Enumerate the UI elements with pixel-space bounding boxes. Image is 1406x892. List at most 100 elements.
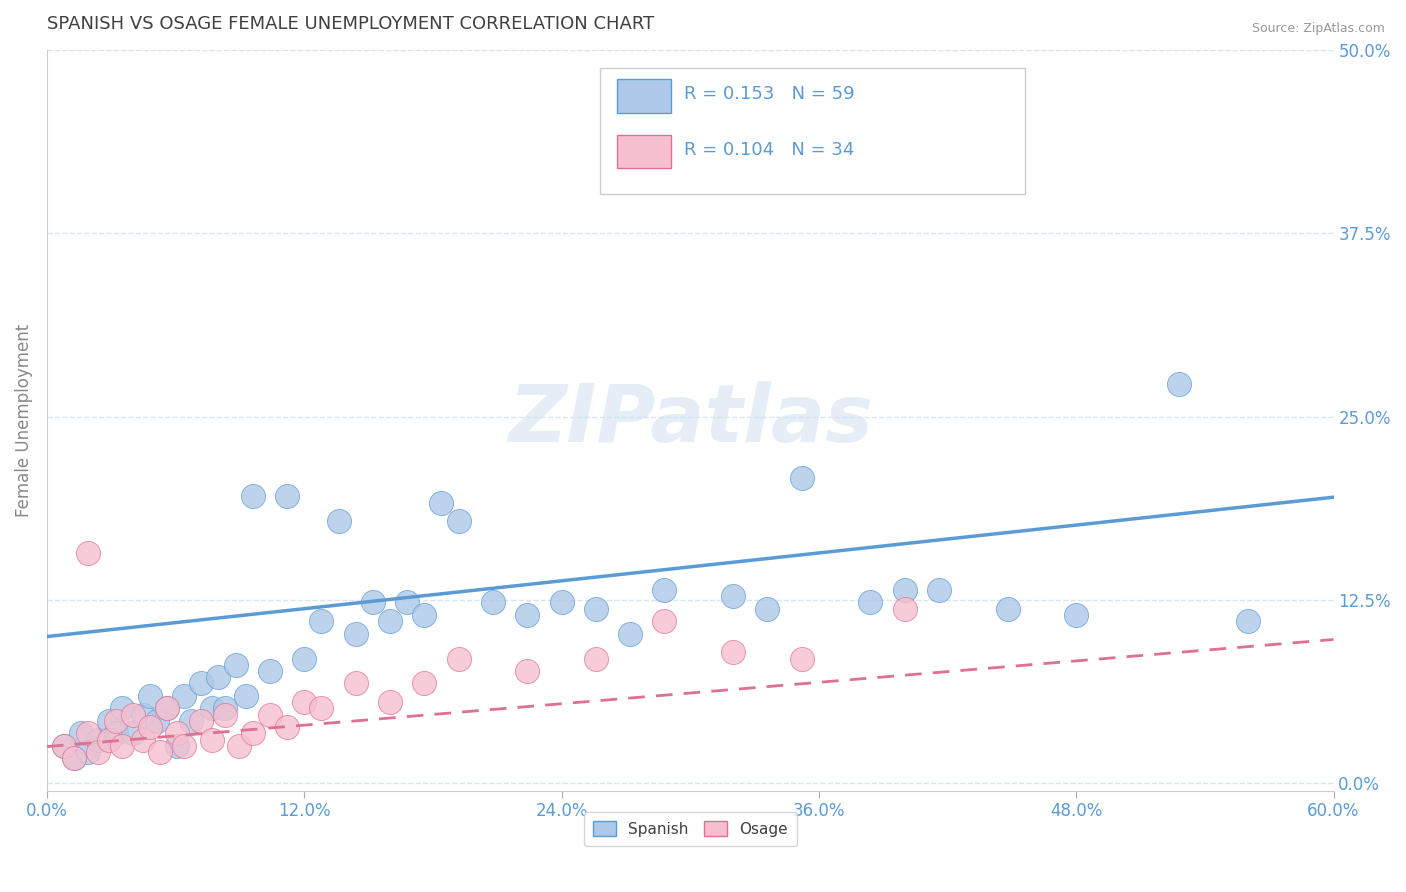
Point: [572, 549, 595, 563]
Point: [250, 585, 273, 599]
Point: [378, 571, 401, 585]
Point: [229, 600, 252, 615]
Point: [508, 630, 530, 644]
FancyBboxPatch shape: [617, 79, 671, 112]
Point: [148, 688, 170, 702]
Point: [46, 732, 69, 747]
Point: [160, 673, 183, 688]
Point: [1173, 681, 1195, 695]
Point: [79, 703, 101, 717]
Point: [464, 622, 486, 636]
Point: [139, 725, 162, 739]
Point: [83, 732, 105, 747]
Y-axis label: Female Unemployment: Female Unemployment: [15, 324, 32, 516]
Point: [121, 732, 143, 747]
Point: [207, 688, 229, 702]
Point: [464, 556, 486, 570]
Point: [132, 659, 155, 673]
Point: [62, 739, 84, 754]
Point: [53, 747, 76, 761]
Point: [401, 600, 423, 615]
Point: [174, 644, 197, 658]
Point: [186, 710, 208, 724]
Point: [1108, 696, 1130, 710]
Point: [336, 644, 359, 658]
Point: [357, 564, 380, 578]
Point: [250, 681, 273, 695]
Point: [132, 703, 155, 717]
Point: [75, 703, 97, 717]
Point: [486, 571, 509, 585]
Point: [283, 446, 305, 460]
Point: [125, 703, 148, 717]
Point: [260, 564, 283, 578]
Point: [292, 630, 315, 644]
Text: R = 0.153   N = 59: R = 0.153 N = 59: [683, 86, 855, 103]
Point: [786, 585, 808, 599]
Point: [62, 717, 84, 731]
Point: [744, 307, 766, 321]
Point: [67, 739, 90, 754]
Point: [153, 637, 176, 651]
Point: [1268, 483, 1291, 497]
Point: [83, 688, 105, 702]
Point: [229, 659, 252, 673]
Point: [96, 725, 118, 739]
Point: [117, 717, 139, 731]
Point: [117, 732, 139, 747]
Point: [422, 585, 444, 599]
Point: [1064, 703, 1087, 717]
Point: [100, 673, 122, 688]
Point: [96, 696, 118, 710]
Point: [165, 717, 187, 731]
Point: [1001, 688, 1024, 702]
Point: [550, 564, 572, 578]
Point: [111, 688, 134, 702]
Point: [422, 549, 444, 563]
Point: [89, 717, 111, 731]
Point: [572, 571, 595, 585]
Point: [79, 717, 101, 731]
Point: [271, 578, 294, 592]
Point: [593, 549, 616, 563]
Point: [292, 468, 315, 483]
Point: [143, 651, 166, 665]
Point: [100, 710, 122, 724]
Point: [893, 659, 915, 673]
Point: [107, 739, 129, 754]
Point: [148, 696, 170, 710]
Point: [239, 564, 262, 578]
Point: [53, 747, 76, 761]
Point: [174, 696, 197, 710]
Point: [679, 578, 702, 592]
Point: [156, 732, 179, 747]
Text: R = 0.104   N = 34: R = 0.104 N = 34: [683, 141, 853, 159]
FancyBboxPatch shape: [617, 135, 671, 169]
FancyBboxPatch shape: [600, 69, 1025, 194]
Point: [165, 439, 187, 453]
Point: [508, 417, 530, 431]
Point: [46, 732, 69, 747]
Point: [636, 571, 658, 585]
Text: Source: ZipAtlas.com: Source: ZipAtlas.com: [1251, 22, 1385, 36]
Point: [378, 630, 401, 644]
Point: [89, 696, 111, 710]
Point: [315, 564, 337, 578]
Point: [218, 468, 240, 483]
Point: [121, 673, 143, 688]
Point: [139, 688, 162, 702]
Point: [75, 725, 97, 739]
Point: [58, 717, 80, 731]
Point: [893, 776, 915, 790]
Text: SPANISH VS OSAGE FEMALE UNEMPLOYMENT CORRELATION CHART: SPANISH VS OSAGE FEMALE UNEMPLOYMENT COR…: [46, 15, 654, 33]
Point: [936, 703, 959, 717]
Point: [271, 659, 294, 673]
Point: [62, 505, 84, 519]
Point: [104, 703, 127, 717]
Point: [336, 578, 359, 592]
Point: [111, 688, 134, 702]
Text: ZIPatlas: ZIPatlas: [508, 381, 873, 459]
Point: [1215, 402, 1237, 417]
Point: [67, 725, 90, 739]
Point: [197, 681, 219, 695]
